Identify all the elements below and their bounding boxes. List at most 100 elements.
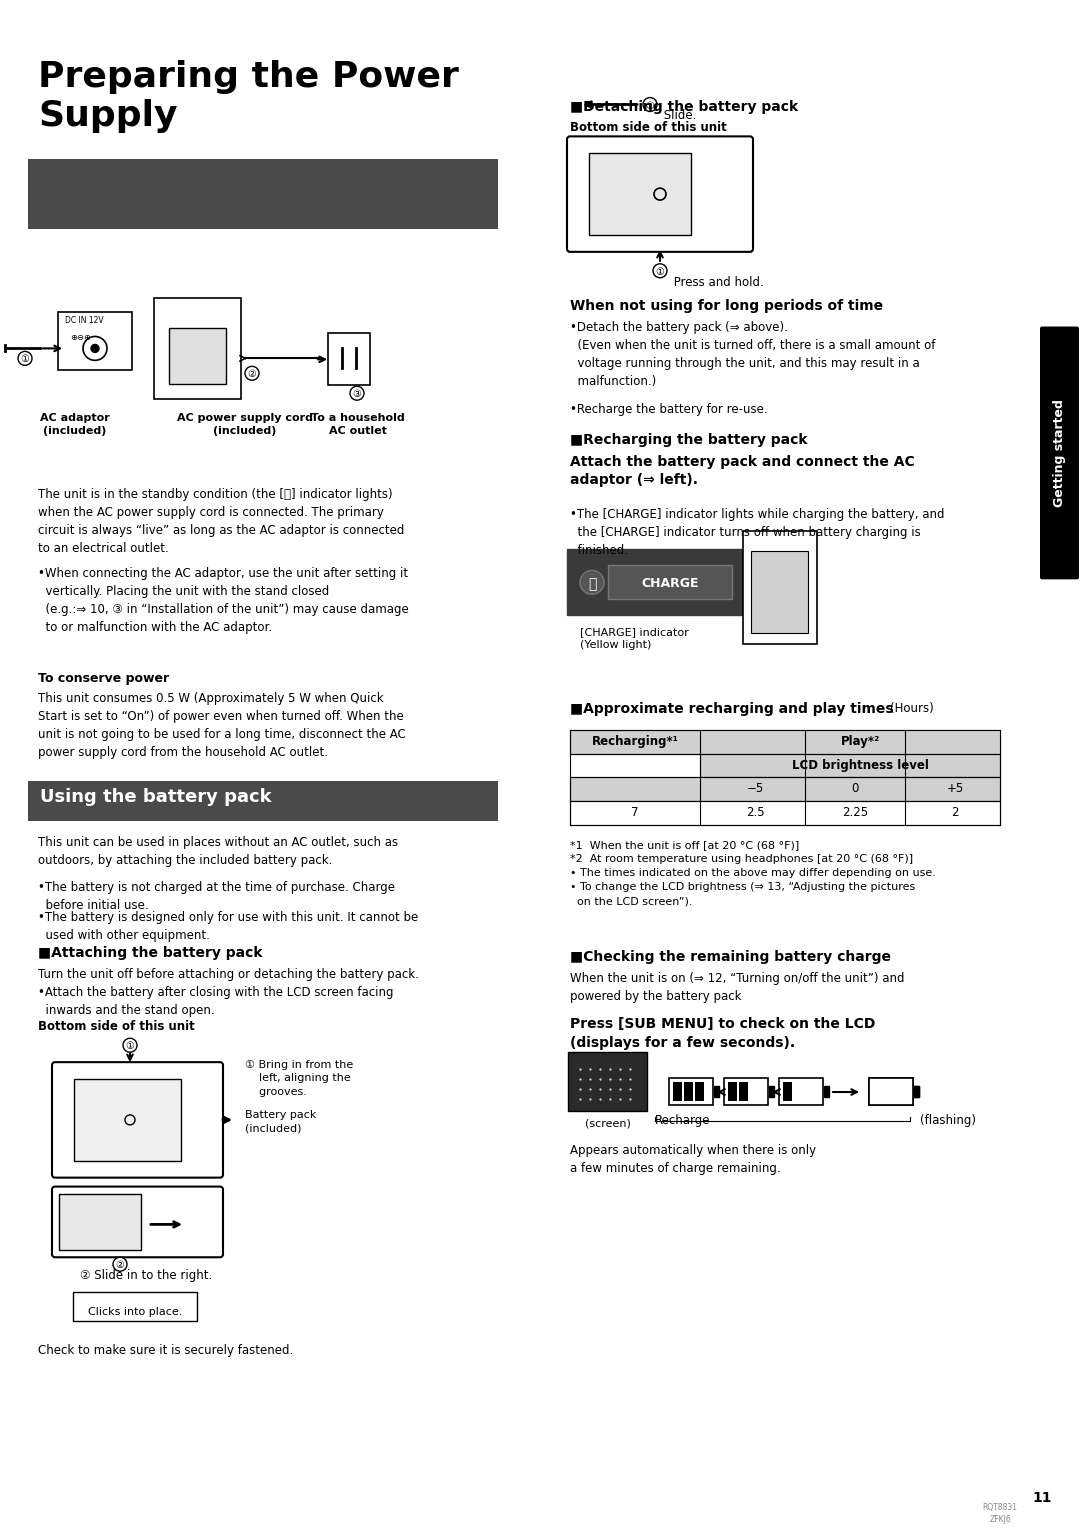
Text: Using the unit connected to the
AC adaptor: Using the unit connected to the AC adapt… xyxy=(40,241,361,281)
FancyBboxPatch shape xyxy=(75,1079,181,1161)
Text: RQT8831
ZFKJ6: RQT8831 ZFKJ6 xyxy=(983,1504,1017,1523)
Text: Recharge: Recharge xyxy=(654,1114,711,1128)
Text: −5: −5 xyxy=(746,782,764,796)
FancyBboxPatch shape xyxy=(570,778,1000,801)
Text: Bottom side of this unit: Bottom side of this unit xyxy=(570,121,727,134)
FancyBboxPatch shape xyxy=(52,1187,222,1258)
FancyBboxPatch shape xyxy=(714,1086,719,1097)
FancyBboxPatch shape xyxy=(589,153,691,235)
Text: 2.25: 2.25 xyxy=(842,807,868,819)
Text: Preparing the Power
Supply: Preparing the Power Supply xyxy=(38,60,459,133)
Text: 11: 11 xyxy=(1032,1491,1052,1505)
FancyBboxPatch shape xyxy=(869,1079,913,1105)
Circle shape xyxy=(18,351,32,365)
Text: This unit can be used in places without an AC outlet, such as
outdoors, by attac: This unit can be used in places without … xyxy=(38,836,399,868)
Text: Turn the unit off before attaching or detaching the battery pack.: Turn the unit off before attaching or de… xyxy=(38,967,419,981)
FancyBboxPatch shape xyxy=(328,333,370,385)
Text: ■Recharging the battery pack: ■Recharging the battery pack xyxy=(570,432,808,448)
Text: 2: 2 xyxy=(951,807,959,819)
Text: Check to make sure it is securely fastened.: Check to make sure it is securely fasten… xyxy=(38,1343,294,1357)
Text: ③: ③ xyxy=(353,390,362,399)
FancyBboxPatch shape xyxy=(567,550,793,616)
Text: ① Bring in from the
    left, aligning the
    grooves.: ① Bring in from the left, aligning the g… xyxy=(245,1060,353,1097)
Text: To a household
AC outlet: To a household AC outlet xyxy=(311,413,405,437)
FancyBboxPatch shape xyxy=(567,136,753,252)
FancyBboxPatch shape xyxy=(724,1079,768,1105)
Circle shape xyxy=(643,98,657,112)
Text: ⊕⊖⊕: ⊕⊖⊕ xyxy=(70,333,91,342)
FancyBboxPatch shape xyxy=(700,730,1000,753)
Text: DC IN 12V: DC IN 12V xyxy=(65,316,104,324)
Text: ⏻: ⏻ xyxy=(588,578,596,591)
Text: ②: ② xyxy=(646,101,654,110)
Text: ■Detaching the battery pack: ■Detaching the battery pack xyxy=(570,99,798,113)
FancyBboxPatch shape xyxy=(168,327,226,384)
FancyBboxPatch shape xyxy=(779,1079,823,1105)
Text: LCD brightness level: LCD brightness level xyxy=(792,758,929,772)
Text: •When connecting the AC adaptor, use the unit after setting it
  vertically. Pla: •When connecting the AC adaptor, use the… xyxy=(38,567,408,634)
Text: +5: +5 xyxy=(946,782,963,796)
FancyBboxPatch shape xyxy=(869,1079,913,1105)
Circle shape xyxy=(580,570,604,594)
Text: 0: 0 xyxy=(851,782,859,796)
Text: Recharging*¹: Recharging*¹ xyxy=(592,735,678,747)
Text: Using the battery pack: Using the battery pack xyxy=(40,788,272,807)
Text: (Hours): (Hours) xyxy=(890,701,934,715)
Text: [CHARGE] indicator
(Yellow light): [CHARGE] indicator (Yellow light) xyxy=(580,626,689,651)
FancyBboxPatch shape xyxy=(673,1082,681,1102)
Text: Appears automatically when there is only
a few minutes of charge remaining.: Appears automatically when there is only… xyxy=(570,1144,816,1175)
Text: This unit consumes 0.5 W (Approximately 5 W when Quick
Start is set to “On”) of : This unit consumes 0.5 W (Approximately … xyxy=(38,692,406,759)
FancyBboxPatch shape xyxy=(728,1082,737,1102)
Text: The unit is in the standby condition (the [⏻] indicator lights)
when the AC powe: The unit is in the standby condition (th… xyxy=(38,487,404,555)
Circle shape xyxy=(653,264,667,278)
FancyBboxPatch shape xyxy=(669,1079,713,1105)
Text: (screen): (screen) xyxy=(585,1118,631,1129)
FancyBboxPatch shape xyxy=(608,565,732,599)
Text: ①: ① xyxy=(656,267,664,277)
FancyBboxPatch shape xyxy=(743,530,816,645)
Text: •Recharge the battery for re-use.: •Recharge the battery for re-use. xyxy=(570,403,768,416)
Text: Clicks into place.: Clicks into place. xyxy=(87,1306,183,1317)
FancyBboxPatch shape xyxy=(769,1086,774,1097)
Text: ② Slide in to the right.: ② Slide in to the right. xyxy=(80,1270,213,1282)
Text: Press and hold.: Press and hold. xyxy=(670,275,764,289)
FancyBboxPatch shape xyxy=(28,781,498,821)
Text: 7: 7 xyxy=(631,807,638,819)
FancyBboxPatch shape xyxy=(684,1082,693,1102)
FancyBboxPatch shape xyxy=(700,753,1000,778)
Text: ■Checking the remaining battery charge: ■Checking the remaining battery charge xyxy=(570,950,891,964)
FancyBboxPatch shape xyxy=(52,1062,222,1178)
Text: •The battery is not charged at the time of purchase. Charge
  before initial use: •The battery is not charged at the time … xyxy=(38,882,395,912)
Text: ②: ② xyxy=(247,370,256,379)
Text: When not using for long periods of time: When not using for long periods of time xyxy=(570,298,883,313)
FancyBboxPatch shape xyxy=(570,730,1000,753)
FancyBboxPatch shape xyxy=(73,1293,197,1322)
FancyBboxPatch shape xyxy=(59,1193,141,1250)
Text: AC adaptor
(included): AC adaptor (included) xyxy=(40,413,110,437)
Circle shape xyxy=(123,1038,137,1053)
FancyBboxPatch shape xyxy=(914,1086,919,1097)
Text: ②: ② xyxy=(116,1261,124,1270)
Text: •Detach the battery pack (⇒ above).
  (Even when the unit is turned off, there i: •Detach the battery pack (⇒ above). (Eve… xyxy=(570,321,935,388)
Text: •The [CHARGE] indicator lights while charging the battery, and
  the [CHARGE] in: •The [CHARGE] indicator lights while cha… xyxy=(570,507,945,556)
FancyBboxPatch shape xyxy=(1040,327,1079,579)
Text: Battery pack
(included): Battery pack (included) xyxy=(245,1109,316,1134)
FancyBboxPatch shape xyxy=(824,1086,829,1097)
Text: *1  When the unit is off [at 20 °C (68 °F)]
*2  At room temperature using headph: *1 When the unit is off [at 20 °C (68 °F… xyxy=(570,840,936,906)
FancyBboxPatch shape xyxy=(783,1082,792,1102)
Text: ■Attaching the battery pack: ■Attaching the battery pack xyxy=(38,946,262,960)
FancyBboxPatch shape xyxy=(739,1082,748,1102)
FancyBboxPatch shape xyxy=(28,159,498,229)
Circle shape xyxy=(113,1258,127,1271)
FancyBboxPatch shape xyxy=(914,1086,919,1097)
FancyBboxPatch shape xyxy=(570,801,1000,825)
Text: Press [SUB MENU] to check on the LCD
(displays for a few seconds).: Press [SUB MENU] to check on the LCD (di… xyxy=(570,1018,876,1050)
Circle shape xyxy=(91,344,99,353)
FancyBboxPatch shape xyxy=(568,1053,647,1111)
Text: Attach the battery pack and connect the AC
adaptor (⇒ left).: Attach the battery pack and connect the … xyxy=(570,455,915,487)
Text: AC power supply cord
(included): AC power supply cord (included) xyxy=(177,413,313,437)
Text: Slide.: Slide. xyxy=(660,108,697,122)
Text: ■Approximate recharging and play times: ■Approximate recharging and play times xyxy=(570,701,899,715)
Text: CHARGE: CHARGE xyxy=(642,578,699,590)
Text: ①: ① xyxy=(125,1041,134,1051)
